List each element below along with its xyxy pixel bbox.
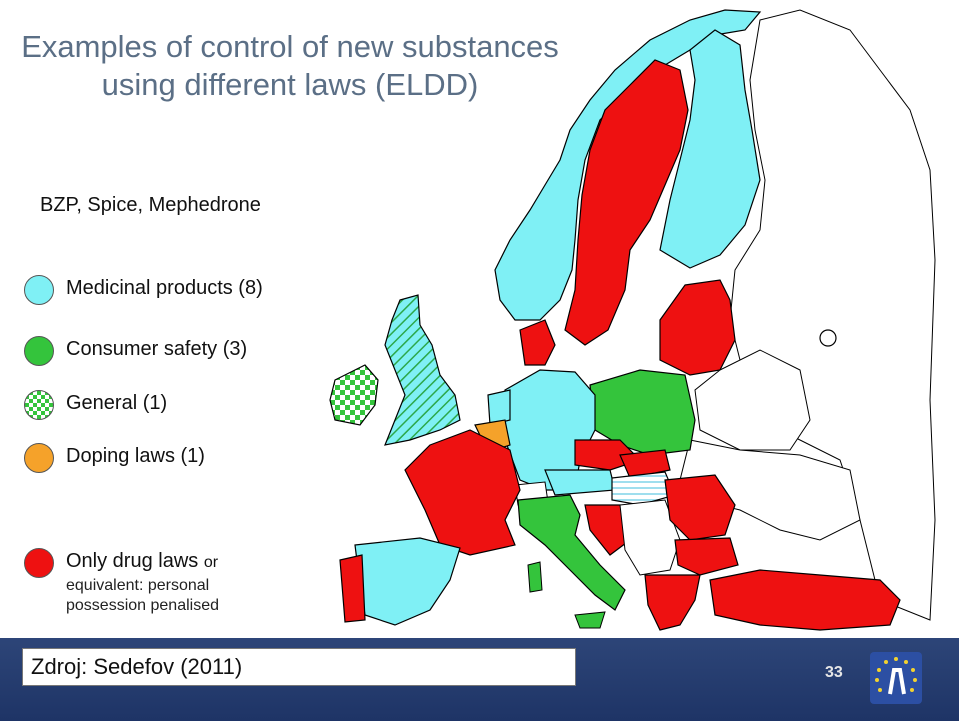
portugal-region bbox=[339, 554, 366, 623]
sardinia-region bbox=[527, 561, 543, 593]
legend-label-or: or bbox=[203, 554, 219, 571]
balkans-region bbox=[619, 499, 681, 576]
legend-label-general: General (1) bbox=[66, 392, 168, 414]
austria-region bbox=[544, 469, 616, 496]
poland-region bbox=[589, 369, 696, 456]
norway-region bbox=[494, 9, 762, 321]
spain-region bbox=[354, 537, 461, 626]
france-region bbox=[404, 429, 521, 556]
legend-swatch-doping bbox=[24, 443, 54, 473]
legend-label-doping: Doping laws (1) bbox=[66, 445, 205, 467]
legend-swatch-medicinal bbox=[24, 275, 54, 305]
source-caption: Zdroj: Sedefov (2011) bbox=[22, 648, 576, 686]
legend-drug-laws: Only drug laws or equivalent: personal p… bbox=[24, 548, 266, 616]
sicily-region bbox=[574, 611, 606, 629]
finland-region bbox=[659, 29, 761, 269]
bulgaria-region bbox=[674, 537, 739, 576]
sweden-region bbox=[564, 59, 689, 346]
greece-region bbox=[644, 574, 701, 631]
denmark-region bbox=[519, 319, 556, 366]
legend-swatch-drug-laws bbox=[24, 548, 54, 578]
emcdda-logo-icon bbox=[870, 652, 922, 704]
italy-region bbox=[517, 494, 626, 611]
legend-sublabel-drug-laws: equivalent: personal possession penalise… bbox=[66, 577, 219, 614]
legend-medicinal: Medicinal products (8) bbox=[24, 275, 263, 305]
belarus-region bbox=[694, 349, 811, 451]
legend-label-consumer: Consumer safety (3) bbox=[66, 338, 248, 360]
romania-region bbox=[664, 474, 736, 541]
substances-subtitle: BZP, Spice, Mephedrone bbox=[40, 194, 261, 216]
legend-consumer-safety: Consumer safety (3) bbox=[24, 336, 247, 366]
turkey-region bbox=[709, 569, 901, 631]
legend-label-medicinal: Medicinal products (8) bbox=[66, 277, 263, 299]
legend-label-drug-laws: Only drug laws bbox=[66, 550, 199, 572]
slovakia-region bbox=[619, 449, 671, 479]
map-title: Examples of control of new substances us… bbox=[21, 29, 559, 102]
legend-swatch-general bbox=[24, 390, 54, 420]
hungary-region bbox=[611, 471, 676, 506]
ireland-region bbox=[329, 364, 379, 426]
iceland-marker bbox=[819, 329, 837, 347]
slovenia-croatia-region bbox=[584, 504, 631, 556]
legend-doping: Doping laws (1) bbox=[24, 443, 205, 473]
legend-general: General (1) bbox=[24, 390, 167, 420]
legend-swatch-consumer bbox=[24, 336, 54, 366]
uk-region bbox=[384, 294, 461, 446]
baltics-region bbox=[659, 279, 736, 376]
netherlands-region bbox=[487, 389, 511, 426]
page-number: 33 bbox=[825, 664, 843, 681]
